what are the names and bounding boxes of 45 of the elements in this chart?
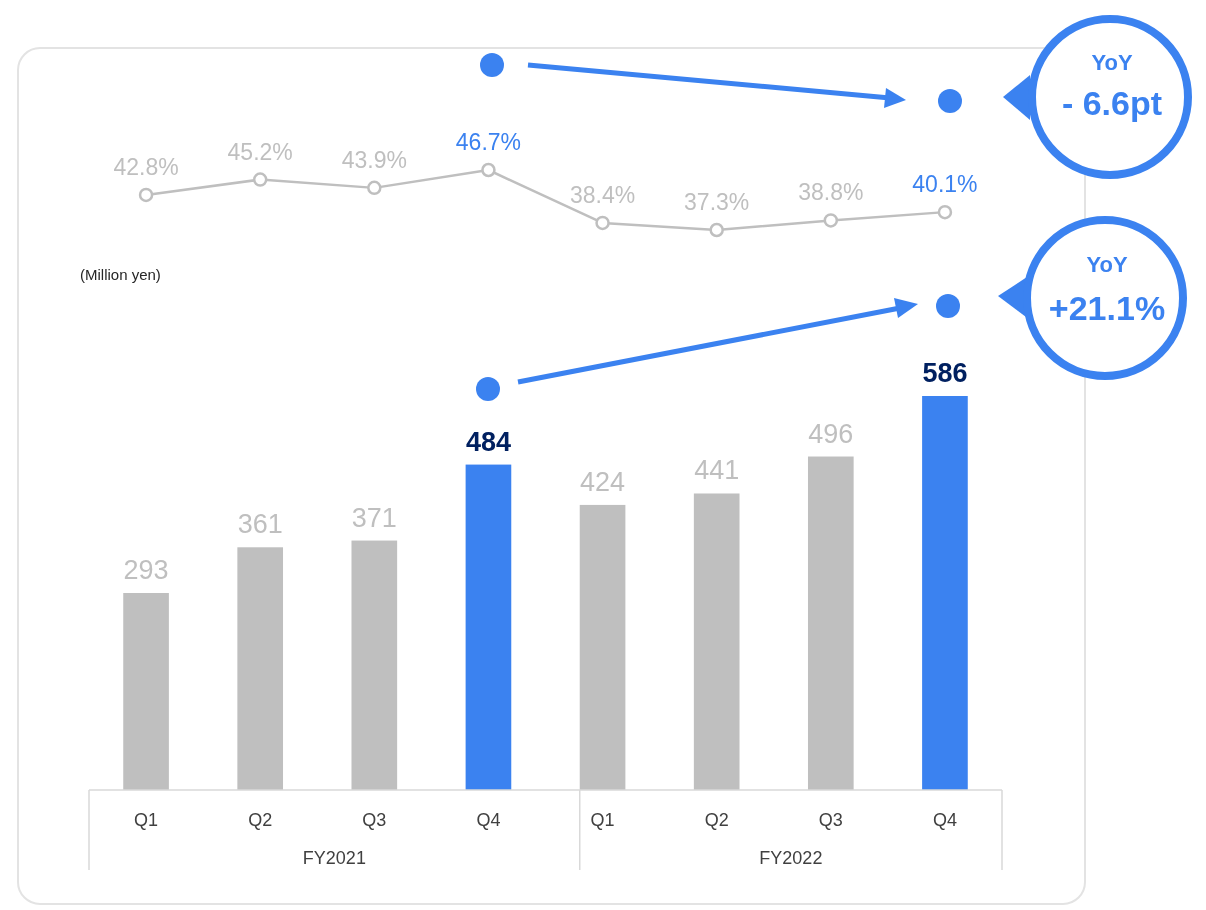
data-label: 371 xyxy=(351,502,397,533)
point xyxy=(709,222,724,238)
point xyxy=(823,213,839,228)
data-label: 40.1% xyxy=(912,171,978,198)
data-label: 424 xyxy=(580,466,626,497)
x-tick-label: Q2 xyxy=(704,810,729,830)
point xyxy=(367,180,382,196)
text: (Million yen) xyxy=(80,266,161,283)
text: YoY xyxy=(1086,252,1128,277)
bar xyxy=(351,540,398,790)
x-tick-label: Q3 xyxy=(818,810,843,830)
data-label: 586 xyxy=(922,358,968,388)
point xyxy=(252,172,268,187)
bar xyxy=(579,504,626,790)
bar xyxy=(922,396,968,790)
bar xyxy=(465,464,512,790)
text: +21.1% xyxy=(1048,289,1166,327)
x-tick-label: Q4 xyxy=(476,810,501,830)
x-tick-label: Q1 xyxy=(134,810,159,830)
x-tick-label: Q4 xyxy=(932,810,957,830)
bar xyxy=(237,547,284,790)
data-label: 361 xyxy=(237,509,283,540)
data-label: 37.3% xyxy=(684,189,750,215)
bar xyxy=(693,493,740,790)
data-label: 293 xyxy=(123,555,169,585)
data-label: 42.8% xyxy=(113,153,179,180)
data-label: 38.4% xyxy=(569,181,636,208)
x-tick-label: Q2 xyxy=(248,810,273,830)
data-label: 45.2% xyxy=(227,138,293,165)
x-tick-label: Q1 xyxy=(590,810,615,830)
text: - 6.6pt xyxy=(1061,84,1163,122)
x-tick-label: Q3 xyxy=(362,810,387,830)
text: FY2021 xyxy=(302,848,366,868)
data-label: 43.9% xyxy=(341,146,407,173)
bar xyxy=(123,593,169,790)
data-label: 496 xyxy=(808,418,854,449)
data-label: 441 xyxy=(694,455,740,486)
data-label: 46.7% xyxy=(455,129,522,155)
text: YoY xyxy=(1091,50,1133,75)
text: FY2022 xyxy=(759,848,823,868)
point xyxy=(595,215,610,231)
bar xyxy=(807,456,854,790)
data-label: 484 xyxy=(465,426,511,457)
point xyxy=(138,187,154,203)
data-label: 38.8% xyxy=(798,179,864,206)
